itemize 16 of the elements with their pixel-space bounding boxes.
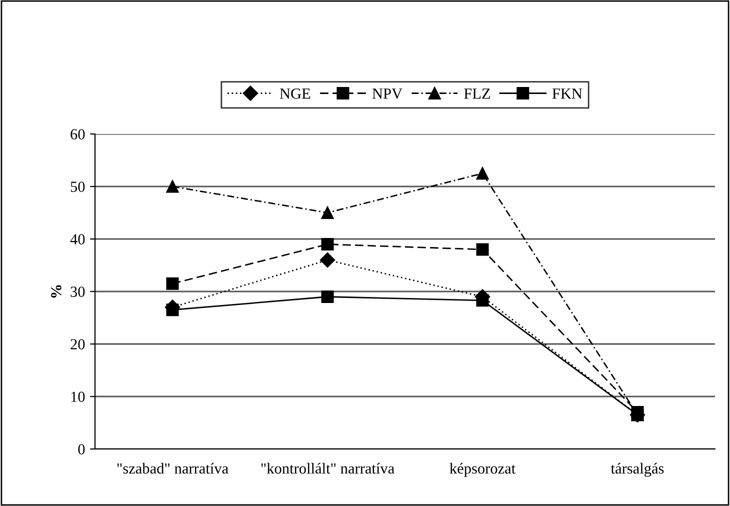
legend-label: FLZ [464, 88, 490, 99]
y-tick-label: 60 [70, 129, 85, 140]
y-axis-title: % [51, 285, 62, 298]
x-tick-label: képsorozat [450, 462, 516, 477]
x-tick-label: társalgás [610, 462, 664, 477]
x-tick-label: "szabad" narratíva [117, 462, 228, 474]
y-tick-label: 0 [78, 444, 85, 454]
legend-label: NGE [280, 88, 310, 99]
y-tick-label: 10 [71, 392, 85, 402]
y-tick-label: 40 [70, 234, 85, 244]
legend-label: FKN [552, 88, 582, 99]
y-tick-label: 50 [70, 182, 85, 192]
legend-label: NPV [372, 88, 402, 99]
y-tick-label: 30 [70, 286, 85, 297]
y-tick-label: 20 [70, 339, 85, 350]
x-tick-label: "kontrollált" narratíva [261, 462, 394, 474]
